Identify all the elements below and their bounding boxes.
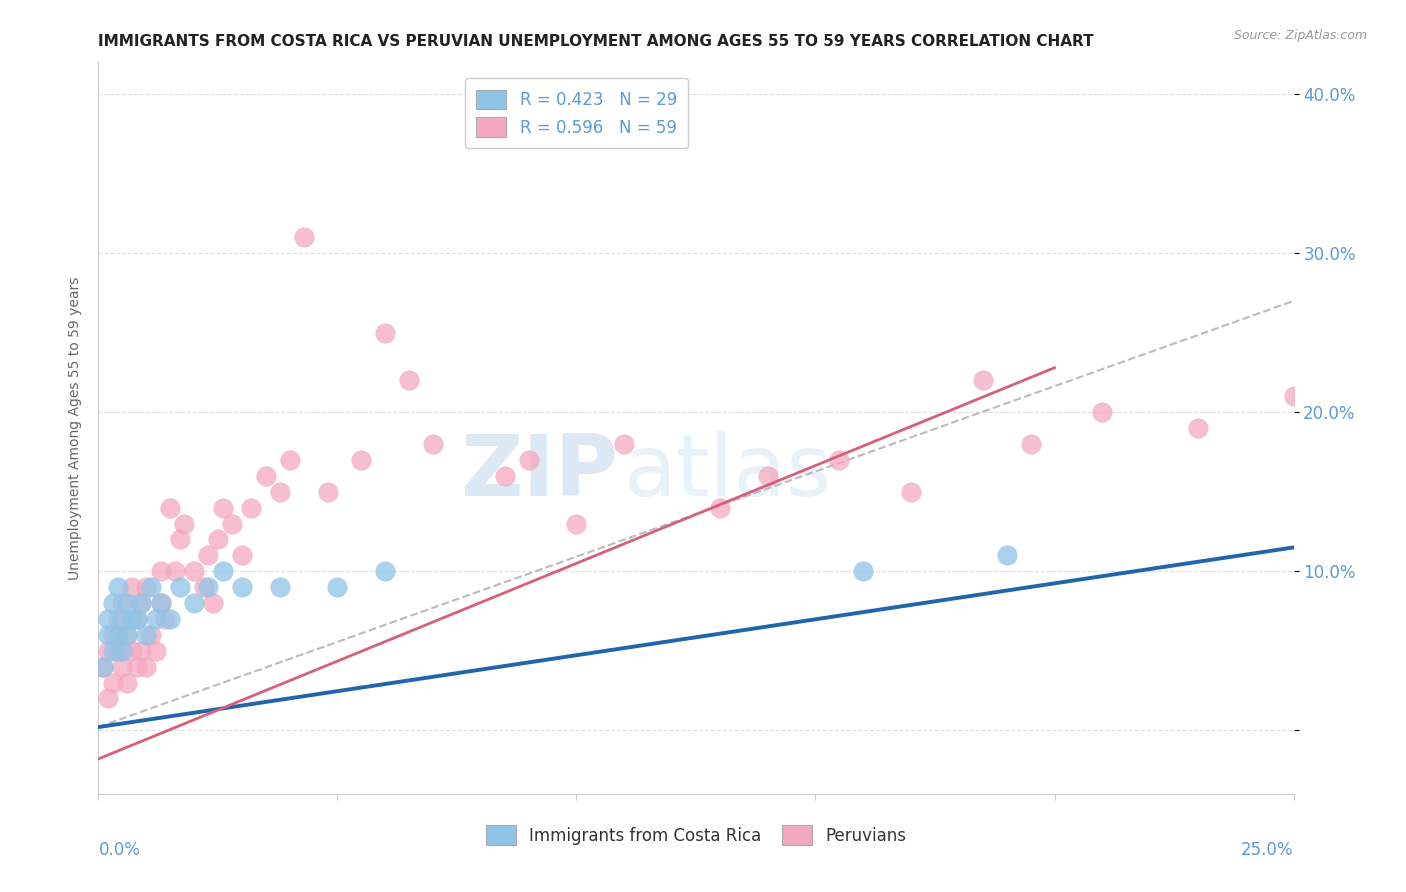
Point (240, 500, 263, 515)
Point (269, 580, 291, 594)
Point (197, 549, 219, 563)
Point (107, 628, 129, 642)
Point (91, 659, 114, 673)
Point (111, 659, 134, 673)
Point (97, 691, 120, 706)
Point (292, 230, 315, 244)
Text: Source: ZipAtlas.com: Source: ZipAtlas.com (1233, 29, 1367, 42)
Point (111, 644, 134, 658)
Point (207, 533, 229, 547)
Point (125, 659, 148, 673)
Point (107, 644, 129, 658)
Point (121, 580, 143, 594)
Point (169, 580, 191, 594)
Text: atlas: atlas (624, 431, 832, 514)
Point (97, 628, 120, 642)
Point (125, 612, 148, 626)
Point (139, 580, 162, 594)
Point (115, 675, 138, 690)
Point (278, 453, 301, 467)
Point (1187, 421, 1209, 435)
Point (159, 612, 181, 626)
Point (995, 549, 1018, 563)
Point (91, 659, 114, 673)
Point (211, 564, 233, 578)
Point (316, 484, 339, 499)
Point (131, 596, 153, 610)
Point (131, 596, 153, 610)
Point (211, 500, 233, 515)
Point (517, 453, 540, 467)
Point (972, 374, 994, 388)
Point (828, 453, 851, 467)
Point (374, 326, 396, 340)
Point (269, 484, 291, 499)
Point (125, 612, 148, 626)
Point (149, 564, 172, 578)
Point (1091, 405, 1114, 419)
Point (197, 580, 219, 594)
Point (900, 484, 922, 499)
Text: 0.0%: 0.0% (98, 841, 141, 859)
Point (254, 468, 277, 483)
Point (101, 644, 124, 658)
Point (139, 628, 162, 642)
Point (565, 516, 588, 531)
Point (111, 596, 134, 610)
Point (374, 564, 396, 578)
Point (135, 628, 157, 642)
Point (101, 596, 124, 610)
Point (97, 644, 120, 658)
Point (613, 437, 636, 451)
Point (1282, 389, 1305, 403)
Point (231, 549, 253, 563)
Point (115, 628, 138, 642)
Text: IMMIGRANTS FROM COSTA RICA VS PERUVIAN UNEMPLOYMENT AMONG AGES 55 TO 59 YEARS CO: IMMIGRANTS FROM COSTA RICA VS PERUVIAN U… (98, 34, 1094, 49)
Point (107, 612, 129, 626)
Point (115, 628, 138, 642)
Point (756, 468, 779, 483)
Point (709, 500, 731, 515)
Point (145, 644, 167, 658)
Point (101, 675, 124, 690)
Text: 25.0%: 25.0% (1241, 841, 1294, 859)
Point (221, 516, 243, 531)
Point (131, 644, 153, 658)
Point (135, 659, 157, 673)
Point (183, 564, 205, 578)
Point (97, 612, 120, 626)
Point (145, 612, 167, 626)
Point (135, 580, 157, 594)
Point (155, 612, 177, 626)
Point (494, 468, 516, 483)
Point (121, 612, 143, 626)
Point (101, 628, 124, 642)
Point (350, 453, 373, 467)
Point (121, 644, 143, 658)
Point (149, 596, 172, 610)
Y-axis label: Unemployment Among Ages 55 to 59 years: Unemployment Among Ages 55 to 59 years (67, 277, 82, 580)
Point (107, 580, 129, 594)
Point (115, 596, 138, 610)
Point (183, 596, 205, 610)
Point (173, 516, 195, 531)
Point (149, 596, 172, 610)
Text: ZIP: ZIP (461, 431, 619, 514)
Legend: Immigrants from Costa Rica, Peruvians: Immigrants from Costa Rica, Peruvians (479, 819, 912, 851)
Point (163, 564, 186, 578)
Point (169, 533, 191, 547)
Point (202, 596, 225, 610)
Point (159, 500, 181, 515)
Point (422, 437, 444, 451)
Point (231, 580, 253, 594)
Point (1019, 437, 1042, 451)
Point (193, 580, 215, 594)
Point (852, 564, 875, 578)
Point (398, 374, 420, 388)
Point (326, 580, 349, 594)
Point (111, 612, 134, 626)
